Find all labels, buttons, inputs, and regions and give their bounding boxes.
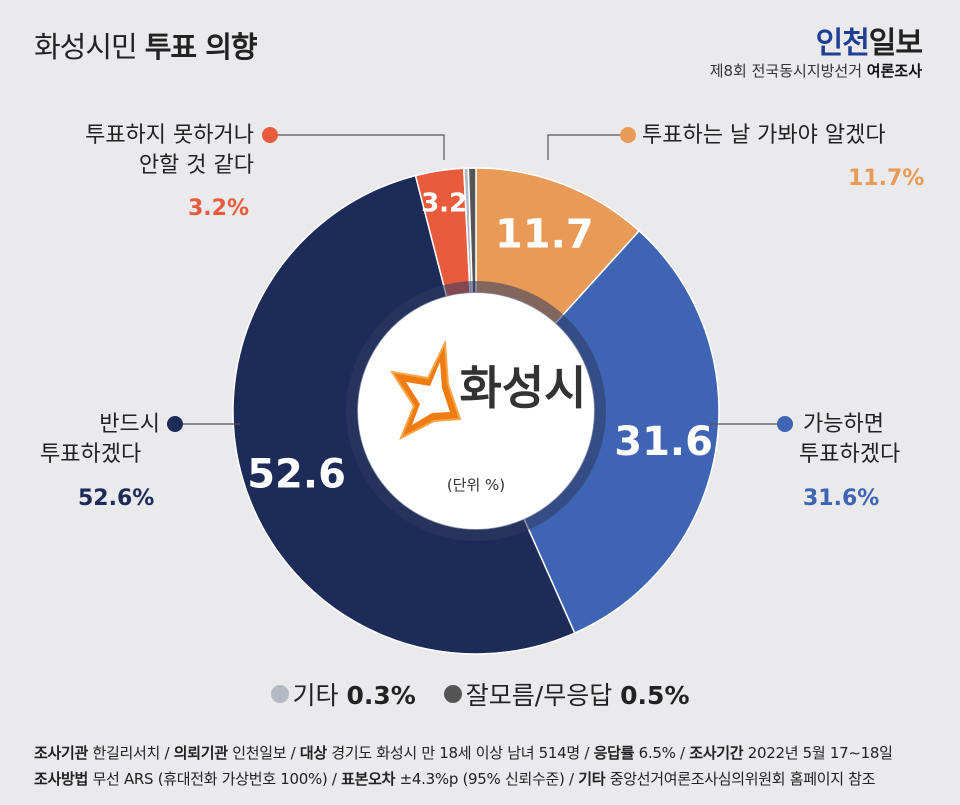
- legend-other: 기타 0.3%: [270, 676, 416, 712]
- label-likely: 가능하면 투표하겠다: [799, 410, 900, 470]
- slice-value-label: 11.7: [495, 212, 594, 258]
- legend-other-name: 기타: [292, 681, 339, 710]
- footer-value: 무선 ARS (휴대전화 가상번호 100%): [92, 770, 328, 788]
- survey-note-bold: 여론조사: [866, 62, 922, 80]
- title-bold: 투표 의향: [144, 30, 258, 64]
- label-likely-line1: 가능하면: [803, 412, 884, 437]
- label-wait-text: 투표하는 날 가봐야 알겠다: [642, 123, 886, 148]
- label-must: 반드시: [60, 410, 160, 440]
- brand-part2: 일보: [868, 26, 923, 61]
- leader-line-unlikely: [270, 134, 445, 160]
- brand-part1: 인천: [815, 26, 870, 61]
- marker-must: [167, 416, 183, 432]
- label-must-line2: 투표하겠다: [40, 442, 142, 467]
- slice-labels: 11.7 31.6 52.6 3.2: [247, 188, 713, 497]
- leader-lines: [167, 127, 793, 432]
- legend-dont-know-name: 잘모름/무응답: [465, 681, 613, 710]
- marker-unlikely: [262, 127, 278, 143]
- label-unlikely: 투표하지 못하거나 안할 것 같다: [56, 121, 254, 181]
- bottom-legend: 기타 0.3% 잘모름/무응답 0.5%: [0, 676, 960, 712]
- footer-line-2: 조사방법 무선 ARS (휴대전화 가상번호 100%) / 표본오차 ±4.3…: [34, 770, 876, 788]
- footer-key: 조사기관: [34, 744, 89, 762]
- footer-key: 의뢰기관: [173, 744, 228, 762]
- footer-value: ±4.3%p (95% 신뢰수준): [399, 770, 565, 788]
- survey-note: 제8회 전국동시지방선거 여론조사: [710, 60, 922, 81]
- page-title: 화성시민 투표 의향: [34, 24, 258, 66]
- legend-other-dot: [270, 685, 289, 703]
- label-wait: 투표하는 날 가봐야 알겠다: [642, 121, 886, 151]
- marker-likely: [777, 416, 793, 432]
- label-must-pct: 52.6%: [78, 486, 155, 511]
- survey-note-light: 제8회 전국동시지방선거: [709, 62, 863, 80]
- footer-key: 조사기간: [689, 744, 744, 762]
- center-unit: (단위 %): [447, 476, 505, 494]
- slice-value-label: 52.6: [247, 451, 346, 497]
- label-unlikely-pct: 3.2%: [188, 196, 250, 221]
- marker-wait: [620, 127, 636, 143]
- label-likely-line2: 투표하겠다: [799, 442, 901, 467]
- slice-value-label: 3.2: [421, 188, 467, 218]
- footer-key: 응답률: [593, 744, 635, 762]
- label-must-line1: 반드시: [99, 412, 160, 437]
- footer-key: 기타: [578, 770, 606, 788]
- center-city-name: 화성시: [460, 361, 587, 415]
- footer-key: 표본오차: [341, 770, 396, 788]
- footer-line-1: 조사기관 한길리서치 / 의뢰기관 인천일보 / 대상 경기도 화성시 만 18…: [34, 744, 893, 762]
- legend-dont-know-pct: 0.5%: [620, 681, 690, 710]
- leader-line-wait: [547, 134, 628, 160]
- label-wait-pct: 11.7%: [848, 166, 925, 191]
- footer-value: 인천일보: [232, 744, 287, 762]
- label-unlikely-line1: 투표하지 못하거나: [85, 123, 254, 148]
- slice-value-label: 31.6: [614, 419, 713, 465]
- title-light: 화성시민: [34, 30, 138, 64]
- label-likely-pct: 31.6%: [803, 486, 880, 511]
- brand-logo: 인천일보: [815, 18, 923, 62]
- footer-value: 경기도 화성시 만 18세 이상 남녀 514명: [331, 744, 580, 762]
- donut-center: [358, 293, 594, 529]
- city-logo-icon: [389, 339, 462, 441]
- footer-key: 대상: [299, 744, 327, 762]
- footer-value: 중앙선거여론조사심의위원회 홈페이지 참조: [609, 770, 876, 788]
- footer-key: 조사방법: [34, 770, 89, 788]
- footer-value: 2022년 5월 17~18일: [747, 744, 893, 762]
- legend-dont-know-dot: [443, 685, 462, 703]
- label-unlikely-line2: 안할 것 같다: [138, 153, 254, 178]
- footer-value: 한길리서치: [92, 744, 160, 762]
- footer-value: 6.5%: [638, 744, 676, 762]
- legend-other-pct: 0.3%: [346, 681, 416, 710]
- legend-dont-know: 잘모름/무응답 0.5%: [443, 676, 690, 712]
